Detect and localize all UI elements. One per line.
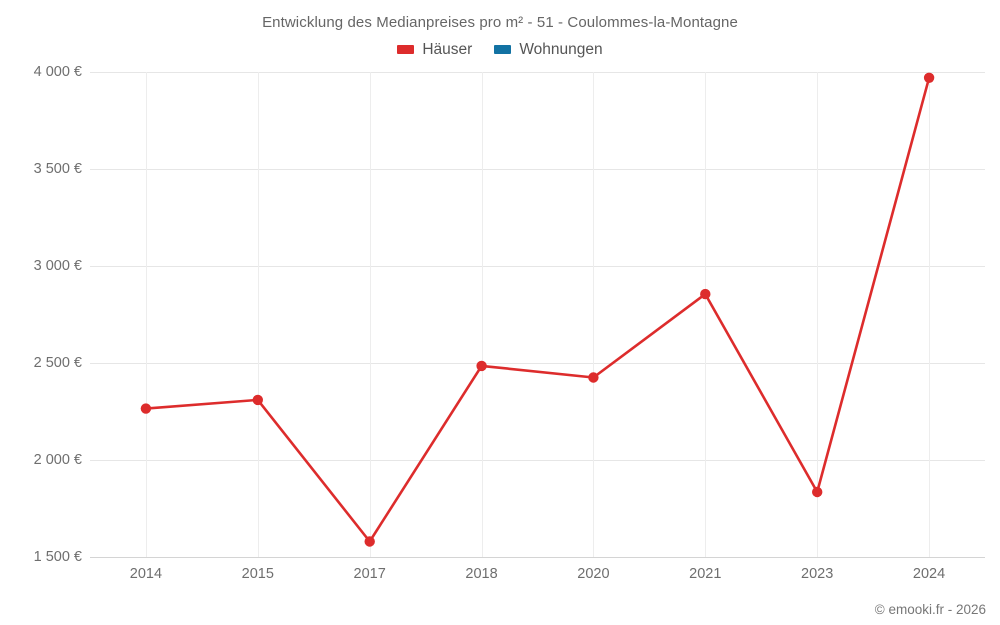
x-gridline <box>369 72 371 557</box>
y-axis-labels: 1 500 € 2 000 € 2 500 € 3 000 € 3 500 € 4 000… <box>0 0 82 625</box>
gridline <box>90 72 985 73</box>
gridline <box>90 363 985 364</box>
legend-swatch-haeuser <box>397 45 415 55</box>
y-axis-tick-label: 3 000 € <box>33 258 82 274</box>
data-point[interactable] <box>364 536 375 547</box>
y-axis-tick-label: 2 000 € <box>33 452 82 468</box>
x-axis-tick-label: 2018 <box>465 566 498 582</box>
data-point[interactable] <box>140 403 152 414</box>
legend-item-wohnungen[interactable]: Wohnungen <box>494 41 603 58</box>
y-axis-tick-label: 3 500 € <box>33 161 82 177</box>
x-axis-tick-label: 2023 <box>801 566 834 582</box>
gridline <box>90 266 985 267</box>
gridline <box>90 169 985 170</box>
x-gridline <box>481 72 483 557</box>
x-axis-tick-label: 2014 <box>129 566 163 582</box>
legend-item-haeuser[interactable]: Häuser <box>397 42 472 58</box>
data-point[interactable] <box>252 394 263 406</box>
x-axis-tick-label: 2024 <box>912 566 946 582</box>
chart-title: Entwicklung des Medianpreises pro m² - 5… <box>262 14 738 31</box>
y-axis-tick-label: 1 500 € <box>33 549 82 565</box>
data-point[interactable] <box>588 372 599 383</box>
data-point[interactable] <box>812 486 823 498</box>
y-axis-tick-label: 2 500 € <box>33 355 82 371</box>
legend-swatch-wohnungen <box>494 45 512 55</box>
data-point[interactable] <box>923 72 935 84</box>
x-axis-line <box>90 557 985 558</box>
data-point[interactable] <box>476 360 487 372</box>
x-gridline <box>705 72 707 557</box>
x-axis-tick-label: 2015 <box>241 566 274 582</box>
x-gridline <box>929 72 931 557</box>
x-gridline <box>145 72 147 557</box>
x-axis-tick-label: 2017 <box>353 566 386 582</box>
x-gridline <box>593 72 595 557</box>
legend-label-wohnungen: Wohnungen <box>519 41 603 58</box>
x-axis-tick-label: 2020 <box>577 566 610 582</box>
footer-copyright: © emooki.fr - 2026 <box>874 602 986 617</box>
chart-legend: Häuser Wohnungen <box>0 42 1000 58</box>
x-axis-tick-label: 2021 <box>689 566 722 582</box>
legend-label-haeuser: Häuser <box>422 41 473 58</box>
gridline <box>90 460 985 461</box>
data-point[interactable] <box>700 288 711 300</box>
y-axis-tick-label: 4 000 € <box>33 64 82 80</box>
series-line-0 <box>144 76 931 543</box>
x-gridline <box>257 72 259 557</box>
x-gridline <box>817 72 819 557</box>
